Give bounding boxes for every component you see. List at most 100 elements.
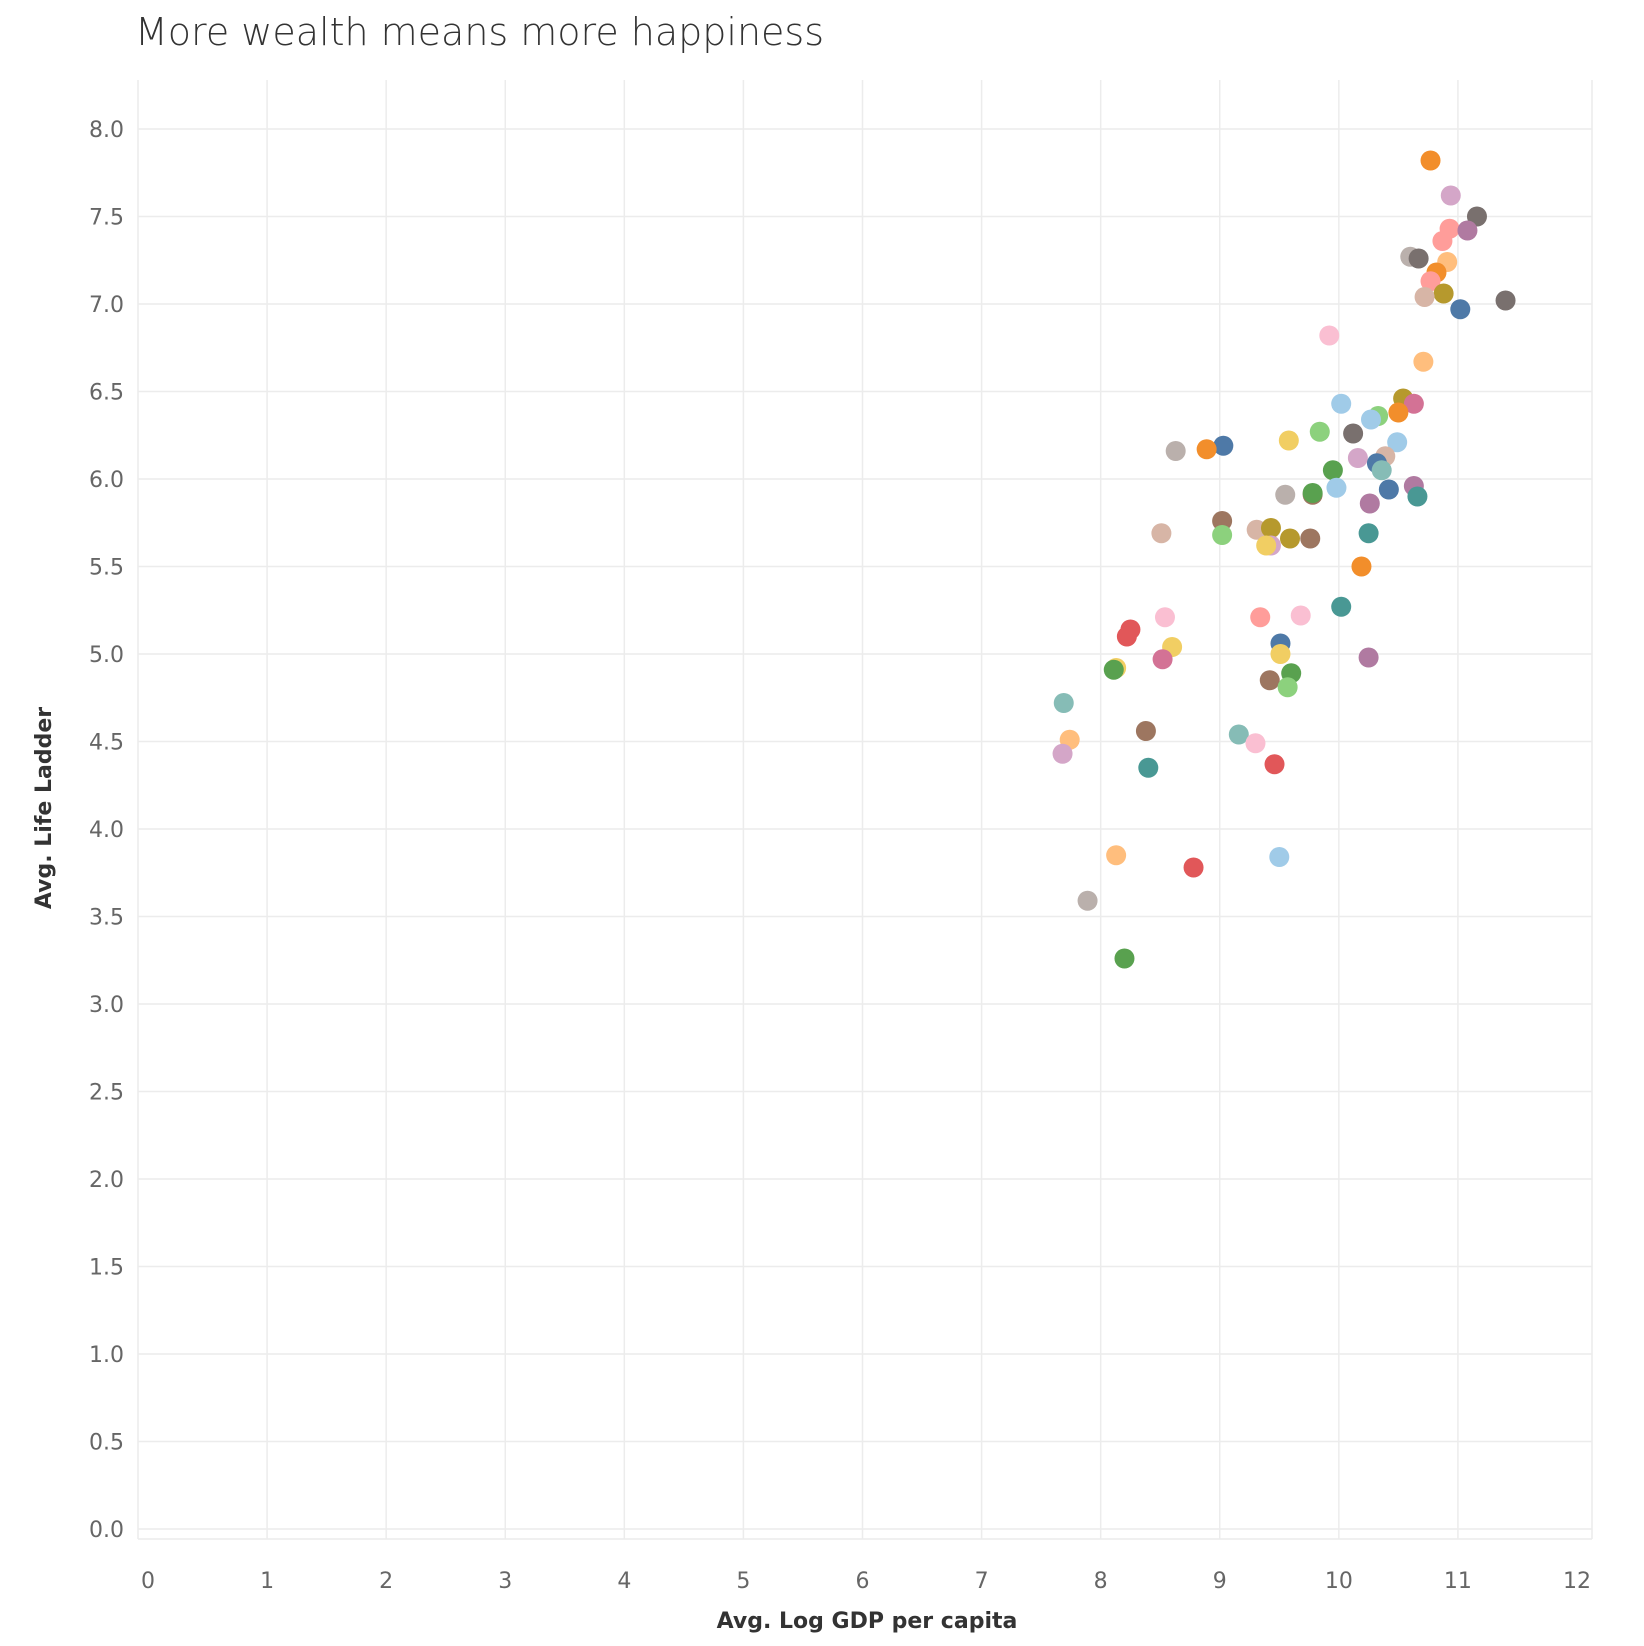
y-tick-label: 6.0 — [89, 468, 124, 493]
scatter-point — [1408, 248, 1429, 269]
scatter-point — [1440, 185, 1461, 206]
scatter-point — [1052, 743, 1073, 764]
scatter-point — [1359, 493, 1380, 514]
scatter-point — [1322, 460, 1343, 481]
scatter-point — [1275, 484, 1296, 505]
scatter-point — [1432, 231, 1453, 251]
y-tick-label: 0.5 — [89, 1431, 124, 1456]
scatter-point — [1114, 948, 1135, 969]
scatter-point — [1351, 556, 1372, 577]
scatter-point — [1135, 721, 1156, 741]
scatter-point — [1414, 287, 1435, 307]
scatter-point — [1277, 677, 1298, 698]
scatter-point — [1151, 523, 1172, 544]
y-tick-label: 3.0 — [89, 993, 124, 1018]
x-tick-label: 6 — [856, 1569, 870, 1594]
x-tick-label: 5 — [736, 1569, 750, 1594]
y-axis-title: Avg. Life Ladder — [32, 707, 57, 909]
scatter-point — [1378, 479, 1399, 500]
y-tick-label: 3.5 — [89, 906, 124, 931]
y-tick-label: 5.0 — [89, 643, 124, 668]
scatter-point — [1250, 607, 1271, 628]
scatter-point — [1413, 351, 1434, 372]
y-tick-label: 4.5 — [89, 731, 124, 756]
scatter-point — [1360, 409, 1381, 430]
y-axis-tick-labels: 0.0 0.5 1.0 1.5 2.0 2.5 3.0 3.5 4.0 4.5 5.0 5.5 6.0 6… — [89, 118, 124, 1543]
scatter-point — [1358, 523, 1379, 544]
scatter-point — [1245, 733, 1266, 754]
scatter-point — [1300, 528, 1321, 549]
scatter-point — [1260, 518, 1281, 538]
scatter-point — [1116, 626, 1137, 647]
y-tick-label: 1.0 — [89, 1343, 124, 1368]
scatter-point — [1466, 206, 1487, 227]
scatter-point — [1103, 659, 1124, 680]
scatter-point — [1358, 647, 1379, 668]
y-tick-label: 8.0 — [89, 118, 124, 143]
scatter-point — [1290, 605, 1311, 626]
x-tick-label: 4 — [617, 1569, 631, 1594]
scatter-point — [1309, 421, 1330, 442]
scatter-point — [1280, 528, 1301, 549]
scatter-point — [1077, 890, 1098, 911]
scatter-point — [1183, 857, 1204, 878]
scatter-point — [1331, 596, 1352, 617]
x-tick-label: 12 — [1563, 1569, 1591, 1594]
horizontal-gridlines — [138, 128, 1592, 1540]
scatter-point — [1319, 325, 1340, 346]
scatter-point — [1420, 271, 1441, 292]
x-tick-label: 7 — [975, 1569, 989, 1594]
scatter-point — [1433, 283, 1454, 304]
y-tick-label: 0.0 — [89, 1518, 124, 1543]
scatter-point — [1278, 430, 1299, 451]
scatter-point — [1420, 150, 1441, 171]
scatter-point — [1450, 299, 1471, 320]
scatter-point — [1270, 644, 1291, 664]
y-tick-label: 6.5 — [89, 381, 124, 406]
data-points — [1052, 150, 1516, 969]
scatter-point — [1387, 432, 1408, 453]
scatter-point — [1196, 439, 1217, 460]
scatter-point — [1165, 441, 1186, 461]
scatter-point — [1154, 607, 1175, 628]
x-axis-tick-labels: 0 1 2 3 4 5 6 7 8 9 10 11 12 — [141, 1569, 1591, 1594]
scatter-point — [1407, 486, 1428, 507]
x-tick-label: 9 — [1213, 1569, 1227, 1594]
scatter-point — [1403, 393, 1424, 414]
x-tick-label: 11 — [1444, 1569, 1472, 1594]
scatter-point — [1495, 290, 1516, 311]
x-tick-label: 0 — [141, 1569, 155, 1594]
scatter-point — [1326, 477, 1347, 498]
scatter-point — [1388, 402, 1409, 423]
scatter-point — [1259, 670, 1280, 691]
y-tick-label: 7.5 — [89, 206, 124, 231]
y-tick-label: 2.5 — [89, 1081, 124, 1106]
scatter-point — [1371, 460, 1392, 481]
chart-title: More wealth means more happiness — [135, 10, 825, 54]
scatter-point — [1152, 649, 1173, 670]
vertical-gridlines — [137, 80, 1593, 1539]
y-tick-label: 2.0 — [89, 1168, 124, 1193]
x-tick-label: 8 — [1094, 1569, 1108, 1594]
scatter-point — [1212, 511, 1233, 531]
y-tick-label: 1.5 — [89, 1256, 124, 1281]
x-axis-title: Avg. Log GDP per capita — [717, 1609, 1018, 1634]
x-tick-label: 3 — [498, 1569, 512, 1594]
x-tick-label: 10 — [1325, 1569, 1353, 1594]
x-tick-label: 1 — [260, 1569, 274, 1594]
scatter-point — [1264, 754, 1285, 775]
y-tick-label: 4.0 — [89, 818, 124, 843]
x-tick-label: 2 — [379, 1569, 393, 1594]
scatter-point — [1106, 845, 1127, 866]
scatter-point — [1343, 423, 1364, 444]
y-tick-label: 5.5 — [89, 556, 124, 581]
scatter-point — [1053, 693, 1074, 713]
scatter-point — [1213, 435, 1234, 456]
scatter-point — [1269, 847, 1290, 867]
scatter-point — [1302, 483, 1323, 503]
scatter-point — [1256, 535, 1277, 556]
scatter-point — [1347, 448, 1368, 468]
scatter-point — [1331, 393, 1352, 414]
y-tick-label: 7.0 — [89, 293, 124, 318]
